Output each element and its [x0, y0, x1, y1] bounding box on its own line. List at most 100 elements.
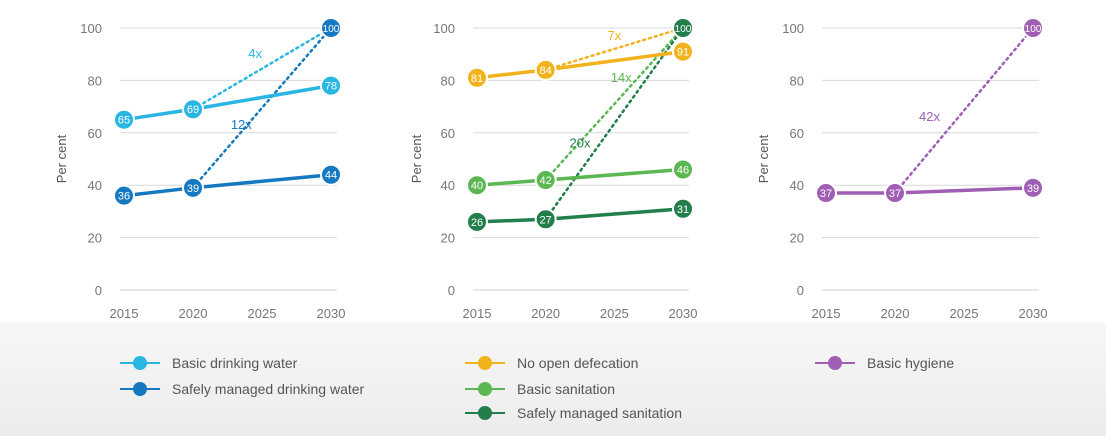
target-label: 100 — [675, 24, 692, 35]
data-point — [113, 108, 135, 131]
data-point — [534, 168, 557, 191]
data-point — [672, 40, 694, 63]
data-point — [884, 182, 906, 205]
data-label: 84 — [540, 65, 552, 77]
y-tick-label: 60 — [88, 126, 102, 141]
legend-swatch — [815, 352, 855, 374]
x-tick-label: 2025 — [600, 306, 629, 321]
chart-panel-3: 0 20 40 60 80 100 2015 2020 2025 2030 Per cent 42x 3… — [756, 17, 1048, 321]
y-tick-label: 40 — [790, 178, 804, 193]
data-point — [672, 158, 694, 181]
data-label: 78 — [325, 81, 337, 93]
chart-panel-2: 0 20 40 60 80 100 2015 2020 2025 2030 Per cent 7x 14… — [409, 17, 698, 321]
legend-item-no-open-defecation: No open defecation — [465, 352, 638, 374]
data-point — [466, 66, 488, 89]
data-point — [534, 208, 557, 231]
legend-label: Basic hygiene — [867, 355, 955, 371]
data-label: 69 — [187, 104, 199, 116]
y-tick-label: 20 — [88, 231, 102, 246]
legend-swatch — [120, 352, 160, 374]
multiplier-label: 20x — [570, 135, 591, 150]
legend-item-basic-drinking-water: Basic drinking water — [120, 352, 297, 374]
legend-swatch — [465, 378, 505, 400]
y-tick-label: 40 — [88, 178, 102, 193]
data-point — [466, 210, 488, 233]
legend-swatch — [465, 402, 505, 424]
data-label: 37 — [889, 188, 901, 200]
legend-item-safely-managed-sanitation: Safely managed sanitation — [465, 402, 682, 424]
data-point — [1022, 176, 1044, 199]
data-point — [672, 197, 694, 220]
target-projection-line — [893, 26, 1035, 195]
y-tick-label: 0 — [95, 283, 102, 298]
series-line — [826, 186, 1034, 195]
data-point — [320, 163, 342, 186]
x-tick-label: 2015 — [812, 306, 841, 321]
y-tick-label: 100 — [782, 21, 804, 36]
target-projection-line — [191, 26, 333, 190]
y-tick-label: 20 — [441, 231, 455, 246]
x-tick-label: 2030 — [317, 306, 346, 321]
y-tick-label: 60 — [441, 126, 455, 141]
data-label: 81 — [471, 73, 483, 85]
data-label: 40 — [471, 180, 483, 192]
target-point — [1022, 17, 1044, 39]
data-label: 26 — [471, 217, 483, 229]
target-label: 100 — [1025, 24, 1042, 35]
multiplier-label: 7x — [607, 28, 621, 43]
data-label: 27 — [540, 214, 552, 226]
legend-item-basic-sanitation: Basic sanitation — [465, 378, 615, 400]
y-tick-label: 20 — [790, 231, 804, 246]
data-point — [182, 176, 204, 199]
y-tick-label: 100 — [80, 21, 102, 36]
data-point — [815, 182, 837, 205]
y-tick-label: 40 — [441, 178, 455, 193]
data-point — [182, 98, 204, 121]
data-label: 31 — [677, 204, 689, 216]
target-projection-line — [544, 26, 685, 72]
legend-label: Basic sanitation — [517, 381, 616, 397]
x-tick-label: 2030 — [1019, 306, 1048, 321]
x-tick-label: 2015 — [110, 306, 139, 321]
y-tick-label: 0 — [448, 283, 455, 298]
multiplier-label: 4x — [248, 46, 262, 61]
y-axis-label: Per cent — [409, 134, 424, 183]
x-tick-label: 2025 — [248, 306, 277, 321]
chart-panel-1: 0 20 40 60 80 100 2015 2020 2025 2030 Per cent 4x 12… — [54, 17, 346, 321]
multiplier-label: 42x — [919, 109, 940, 124]
series-line — [123, 83, 332, 122]
y-tick-label: 80 — [441, 73, 455, 88]
target-point — [672, 17, 694, 39]
multiplier-label: 14x — [611, 70, 632, 85]
legend-label: Basic drinking water — [172, 355, 298, 371]
data-point — [534, 58, 557, 81]
target-label: 100 — [323, 24, 340, 35]
target-projection-line — [544, 26, 685, 182]
x-tick-label: 2020 — [531, 306, 560, 321]
x-tick-label: 2030 — [669, 306, 698, 321]
y-tick-label: 80 — [790, 73, 804, 88]
legend-swatch — [465, 352, 505, 374]
data-label: 42 — [540, 175, 552, 187]
data-label: 46 — [677, 164, 689, 176]
data-label: 39 — [187, 183, 199, 195]
target-projection-line — [544, 26, 685, 221]
legend-swatch — [120, 378, 160, 400]
data-label: 65 — [118, 115, 130, 127]
series-line — [476, 49, 684, 80]
data-label: 36 — [118, 191, 130, 203]
series-line — [476, 207, 684, 224]
y-axis-label: Per cent — [54, 134, 69, 183]
legend-item-safely-managed-drinking-water: Safely managed drinking water — [120, 378, 364, 400]
legend-label: No open defecation — [517, 355, 639, 371]
y-tick-label: 80 — [88, 73, 102, 88]
x-tick-label: 2020 — [881, 306, 910, 321]
legend-label: Safely managed sanitation — [517, 405, 682, 421]
x-tick-label: 2020 — [179, 306, 208, 321]
series-line — [476, 167, 684, 187]
legend-label: Safely managed drinking water — [172, 381, 365, 397]
target-point — [320, 17, 342, 39]
data-point — [320, 74, 342, 97]
